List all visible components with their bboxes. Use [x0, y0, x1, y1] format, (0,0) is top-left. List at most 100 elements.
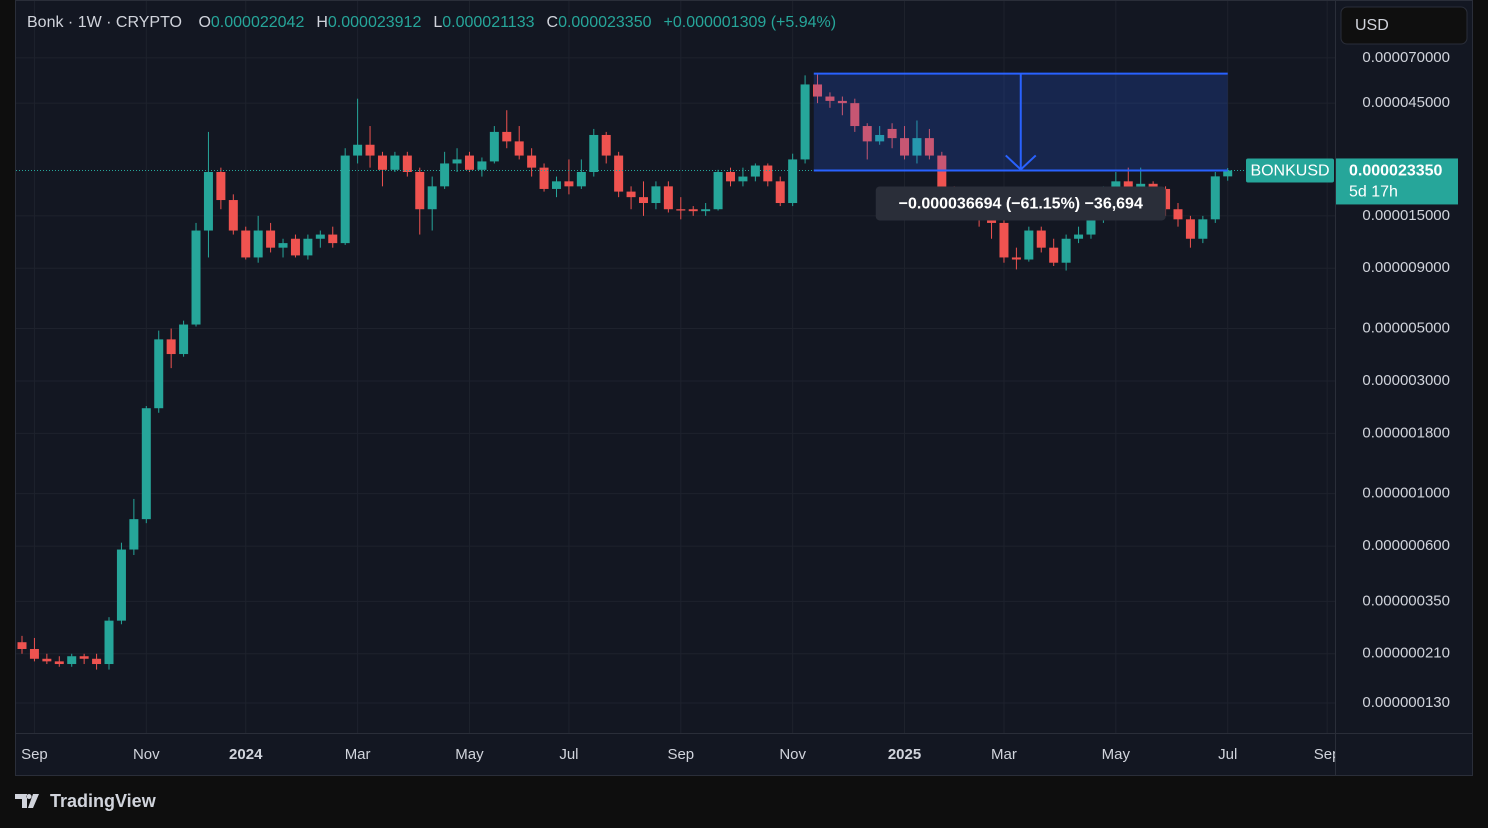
candle-body	[1061, 238, 1071, 263]
y-tick-label: 0.000005000	[1362, 320, 1450, 337]
candle-body	[676, 209, 686, 211]
candle-body	[576, 172, 586, 187]
candle-body	[900, 138, 910, 156]
legend-value: 0.000022042	[211, 14, 305, 31]
candle-body	[912, 138, 922, 156]
candle-body	[116, 549, 126, 621]
x-tick-label: Sep	[21, 746, 48, 763]
candle-body	[775, 181, 785, 204]
candle-body	[875, 134, 885, 142]
candle-body	[365, 144, 375, 156]
candle-body	[837, 100, 847, 104]
candle-body	[1036, 230, 1046, 248]
candle-body	[427, 186, 437, 210]
candle-body	[589, 134, 599, 173]
candle-body	[614, 155, 624, 192]
candle-body	[688, 209, 698, 212]
tradingview-logo: TradingView	[15, 791, 157, 811]
x-tick-label: Sep	[667, 746, 694, 763]
y-tick-label: 0.000001000	[1362, 485, 1450, 502]
candle-body	[104, 620, 114, 665]
candle-body	[937, 155, 947, 189]
legend-key: L	[433, 14, 442, 31]
logo-icon	[15, 794, 39, 808]
candle-body	[564, 181, 574, 187]
legend-change: +0.000001309 (+5.94%)	[664, 14, 837, 31]
candle-body	[303, 238, 313, 256]
candle-body	[154, 339, 164, 409]
candle-body	[825, 96, 835, 101]
candle-body	[228, 200, 238, 231]
candle-body	[763, 165, 773, 182]
candle-body	[278, 243, 288, 248]
candle-body	[651, 186, 661, 204]
x-tick-label: Jul	[1218, 746, 1237, 763]
symbol-tag	[1246, 158, 1334, 183]
candle-body	[1123, 181, 1133, 189]
measure-tooltip	[875, 186, 1166, 221]
candle-body	[440, 163, 450, 187]
candle-body	[415, 172, 425, 210]
candle-body	[166, 339, 176, 355]
candle-body	[67, 656, 77, 665]
y-tick-label: 0.000000600	[1362, 537, 1450, 554]
plot-area	[17, 73, 1233, 670]
candle-body	[328, 234, 338, 244]
legend-key: C	[547, 14, 559, 31]
x-tick-label: Nov	[779, 746, 806, 763]
candle-body	[129, 519, 139, 550]
candle-body	[887, 128, 897, 139]
candle-body	[750, 165, 760, 177]
y-tick-label: 0.000070000	[1362, 49, 1450, 66]
candle-body	[203, 172, 213, 231]
candle-body	[800, 84, 810, 160]
candle-body	[42, 658, 52, 662]
x-tick-label: May	[455, 746, 484, 763]
candle-body	[1223, 170, 1233, 177]
currency-label[interactable]: USD	[1355, 17, 1389, 34]
x-tick-label: Mar	[345, 746, 371, 763]
candle-body	[402, 155, 412, 173]
price-tag	[1336, 158, 1458, 205]
legend-key: O	[198, 14, 210, 31]
candle-body	[738, 176, 748, 182]
candle-body	[489, 131, 499, 162]
candle-body	[813, 84, 823, 97]
candle-body	[390, 155, 400, 170]
candle-body	[539, 167, 549, 189]
candle-body	[502, 131, 512, 142]
candle-body	[626, 191, 636, 198]
y-tick-label: 0.000000350	[1362, 592, 1450, 609]
currency-button[interactable]	[1340, 6, 1468, 45]
candle-body	[315, 234, 325, 239]
candle-body	[17, 642, 27, 649]
y-tick-label: 0.000045000	[1362, 94, 1450, 111]
candle-body	[514, 141, 524, 156]
candle-body	[54, 661, 64, 665]
candle-body	[1185, 219, 1195, 239]
candle-body	[29, 648, 39, 659]
x-tick-label: May	[1102, 746, 1131, 763]
candle-body	[1136, 183, 1146, 189]
x-tick-label: Mar	[991, 746, 1017, 763]
measure-label: −0.000036694 (−61.15%) −36,694	[899, 196, 1143, 213]
candle-body	[663, 186, 673, 210]
symbol-tag-label: BONKUSD	[1250, 163, 1329, 180]
candle-body	[141, 408, 151, 520]
candle-body	[377, 155, 387, 170]
brand: TradingView	[50, 791, 157, 811]
candle-body	[1011, 257, 1021, 260]
candle-body	[1049, 247, 1059, 263]
candle-body	[216, 172, 226, 201]
candle-body	[527, 155, 537, 168]
chart-pane	[15, 0, 1473, 776]
candle-body	[1074, 234, 1084, 239]
x-tick-label: 2025	[888, 746, 921, 763]
x-tick-label: Nov	[133, 746, 160, 763]
candle-body	[1173, 209, 1183, 220]
y-tick-label: 0.000000130	[1362, 694, 1450, 711]
axes: 0.000070000 0.000045000 0.000015000 0.00000…	[21, 49, 1450, 763]
candle-body	[340, 155, 350, 244]
